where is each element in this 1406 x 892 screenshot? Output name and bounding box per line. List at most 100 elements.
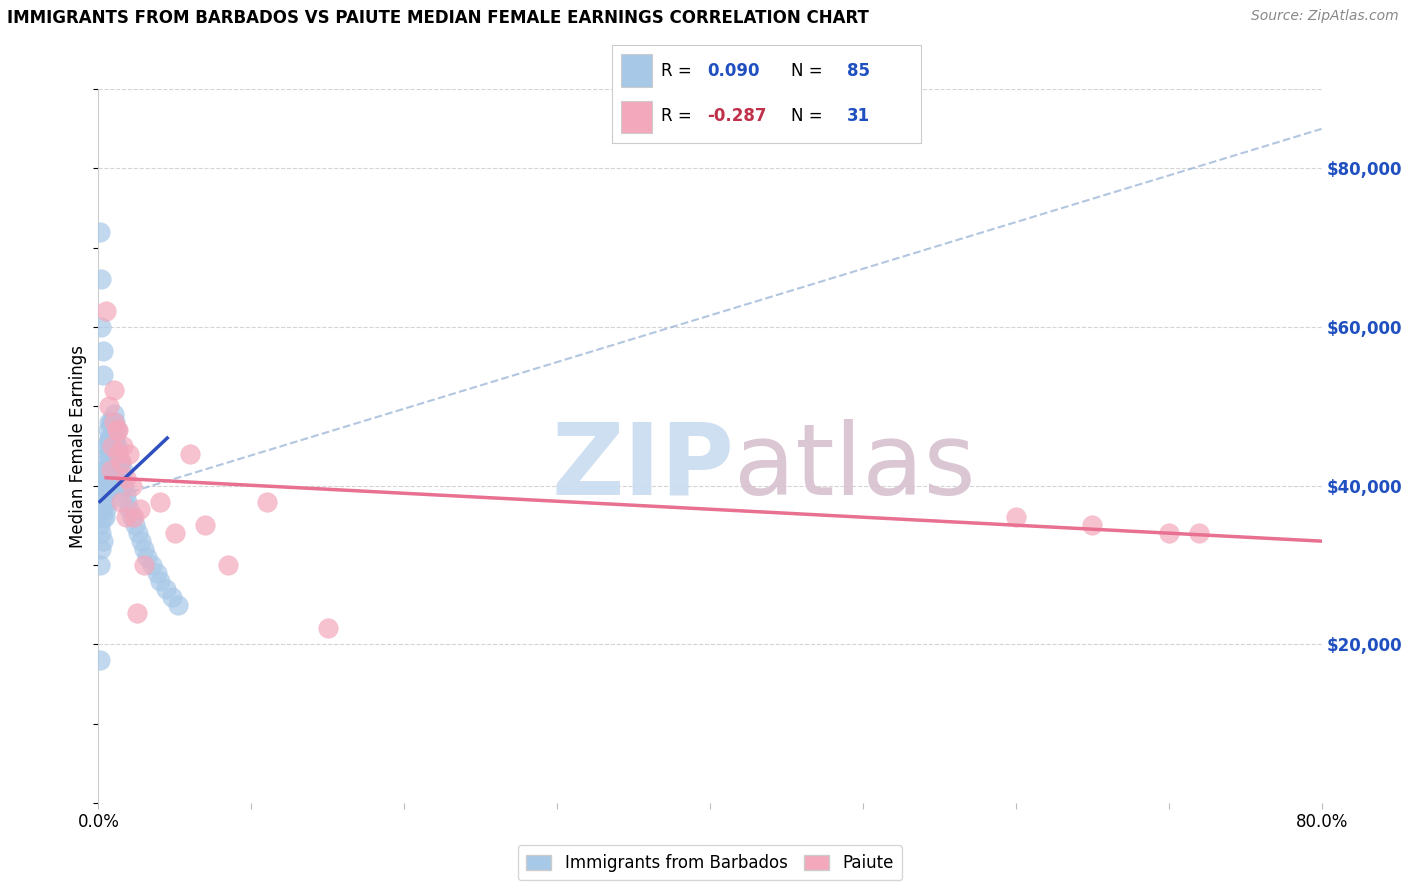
Point xyxy=(103,407,125,421)
Text: R =: R = xyxy=(661,107,697,125)
Point xyxy=(90,272,112,286)
Point xyxy=(101,450,124,465)
Point xyxy=(105,423,128,437)
Point xyxy=(121,510,143,524)
Point xyxy=(155,582,177,596)
Point xyxy=(90,502,112,516)
Point xyxy=(103,415,125,429)
Point xyxy=(117,494,139,508)
Text: 85: 85 xyxy=(846,62,870,80)
Point xyxy=(103,423,125,437)
Point xyxy=(93,510,115,524)
Point xyxy=(98,471,121,485)
Point xyxy=(103,435,125,450)
Point xyxy=(163,526,186,541)
Point xyxy=(98,442,121,457)
Point xyxy=(107,423,129,437)
FancyBboxPatch shape xyxy=(621,54,652,87)
Point xyxy=(110,471,132,485)
Point xyxy=(94,455,117,469)
Point xyxy=(90,320,112,334)
Point xyxy=(94,304,117,318)
Point xyxy=(118,502,141,516)
Point xyxy=(107,442,129,457)
Y-axis label: Median Female Earnings: Median Female Earnings xyxy=(69,344,87,548)
Point xyxy=(104,447,127,461)
Point xyxy=(107,455,129,469)
Point xyxy=(97,471,120,485)
Point xyxy=(101,439,124,453)
Point xyxy=(179,447,201,461)
Point xyxy=(91,478,114,492)
Point xyxy=(125,606,148,620)
Point xyxy=(1081,518,1104,533)
Point xyxy=(97,447,120,461)
Point xyxy=(100,431,122,445)
Point xyxy=(103,384,125,398)
Point xyxy=(105,463,128,477)
Point xyxy=(105,450,128,465)
Text: N =: N = xyxy=(792,107,828,125)
Point xyxy=(89,518,111,533)
Point xyxy=(97,435,120,450)
Point xyxy=(93,478,115,492)
Point xyxy=(1188,526,1211,541)
Point xyxy=(94,502,117,516)
Point xyxy=(91,368,114,382)
Point xyxy=(108,455,131,469)
Point xyxy=(89,225,111,239)
Point xyxy=(101,427,124,442)
Point xyxy=(98,415,121,429)
Point xyxy=(134,558,156,572)
Point xyxy=(141,558,163,572)
Text: 31: 31 xyxy=(846,107,870,125)
Point xyxy=(1157,526,1180,541)
Point xyxy=(256,494,278,508)
Point xyxy=(103,447,125,461)
Point xyxy=(100,415,122,429)
Point xyxy=(100,439,122,453)
Point xyxy=(108,471,131,485)
Point xyxy=(101,439,124,453)
Point xyxy=(94,486,117,500)
Point xyxy=(104,431,127,445)
Point xyxy=(107,463,129,477)
Point xyxy=(94,439,117,453)
Legend: Immigrants from Barbados, Paiute: Immigrants from Barbados, Paiute xyxy=(517,846,903,880)
Point xyxy=(91,491,114,505)
Point xyxy=(90,526,112,541)
Point xyxy=(100,455,122,469)
Point xyxy=(115,471,138,485)
Point xyxy=(97,423,120,437)
Point xyxy=(316,621,339,635)
Point xyxy=(128,502,150,516)
Point xyxy=(111,439,134,453)
Point xyxy=(100,471,122,485)
Point xyxy=(101,415,124,429)
Point xyxy=(115,510,138,524)
Point xyxy=(103,471,125,485)
Point xyxy=(145,566,167,580)
Point xyxy=(112,478,135,492)
Point xyxy=(97,458,120,473)
Point xyxy=(98,478,121,492)
Text: IMMIGRANTS FROM BARBADOS VS PAIUTE MEDIAN FEMALE EARNINGS CORRELATION CHART: IMMIGRANTS FROM BARBADOS VS PAIUTE MEDIA… xyxy=(7,9,869,27)
Point xyxy=(110,455,132,469)
Point xyxy=(91,534,114,549)
Point xyxy=(101,463,124,477)
Point xyxy=(98,455,121,469)
Point xyxy=(127,526,149,541)
Point xyxy=(105,423,128,437)
Point xyxy=(89,558,111,572)
Point xyxy=(217,558,239,572)
Point xyxy=(110,494,132,508)
Point xyxy=(104,463,127,477)
Point xyxy=(115,486,138,500)
Point xyxy=(160,590,183,604)
Point xyxy=(93,463,115,477)
Text: Source: ZipAtlas.com: Source: ZipAtlas.com xyxy=(1251,9,1399,23)
Text: atlas: atlas xyxy=(734,419,976,516)
Text: R =: R = xyxy=(661,62,697,80)
Point xyxy=(194,518,217,533)
Point xyxy=(107,447,129,461)
